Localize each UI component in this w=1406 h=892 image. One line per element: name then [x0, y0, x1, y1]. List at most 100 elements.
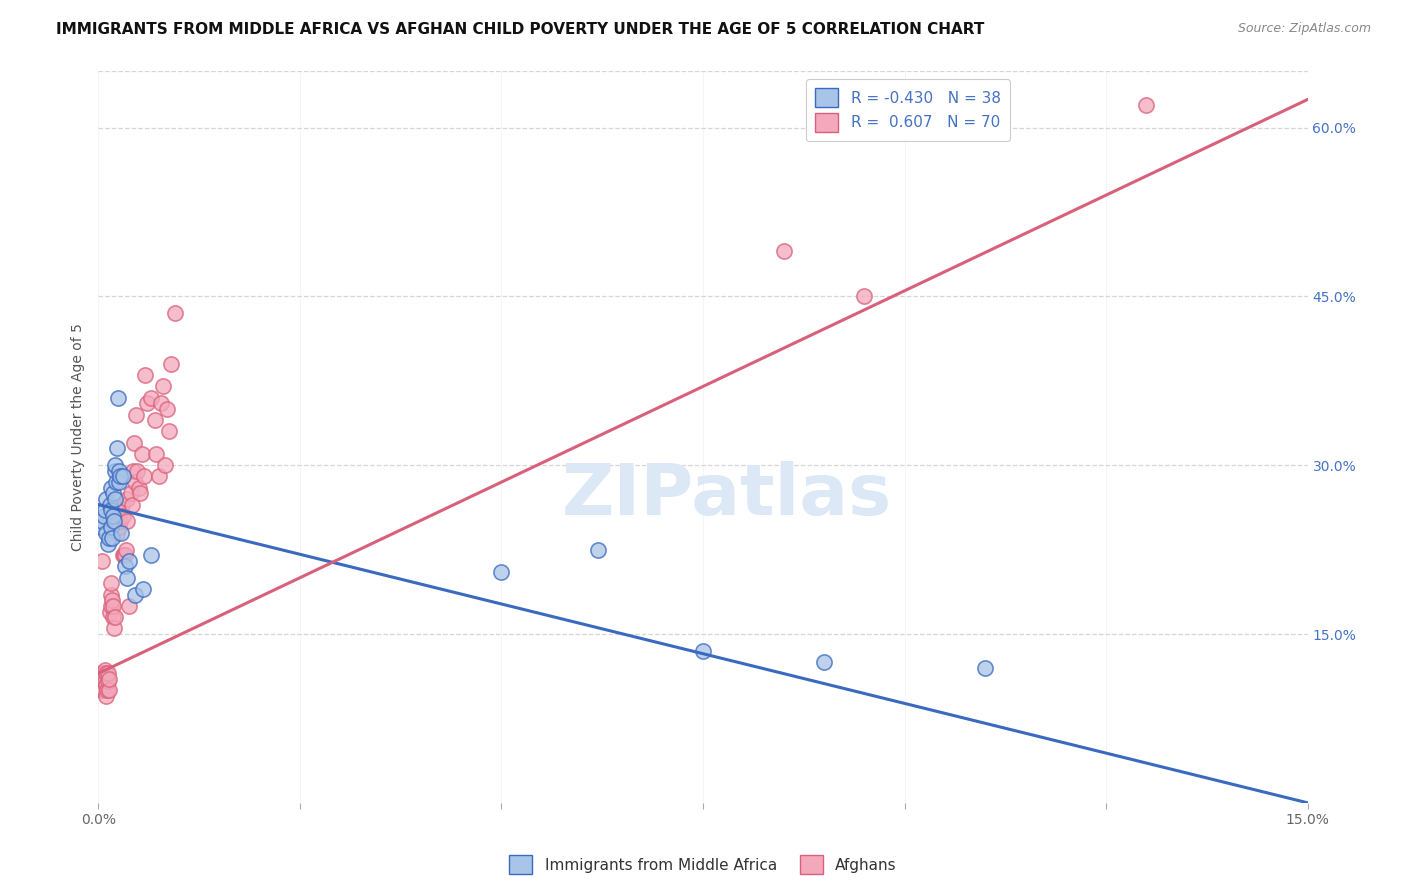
Point: [97, 666, 120, 681]
Point: [114, 542, 136, 557]
Point: [96, 525, 118, 540]
Point: [100, 503, 122, 517]
Point: [101, 599, 124, 613]
Point: [96, 678, 118, 692]
Point: [91, 554, 114, 568]
Point: [101, 508, 124, 523]
Point: [108, 520, 131, 534]
Point: [104, 458, 127, 473]
Point: [101, 486, 124, 500]
Point: [90, 678, 112, 692]
Point: [131, 447, 153, 461]
Point: [107, 391, 129, 405]
Point: [90, 666, 112, 681]
Legend: R = -0.430   N = 38, R =  0.607   N = 70: R = -0.430 N = 38, R = 0.607 N = 70: [806, 79, 1010, 141]
Point: [110, 503, 132, 517]
Point: [100, 520, 122, 534]
Point: [91, 683, 114, 698]
Point: [114, 559, 136, 574]
Point: [115, 571, 138, 585]
Point: [135, 396, 157, 410]
Point: [97, 537, 120, 551]
Point: [153, 458, 176, 473]
Point: [96, 491, 118, 506]
Point: [103, 464, 125, 478]
Point: [98, 498, 121, 512]
Point: [586, 542, 609, 557]
Point: [124, 588, 146, 602]
Point: [93, 683, 115, 698]
Point: [98, 605, 121, 619]
Point: [100, 576, 122, 591]
Point: [103, 515, 125, 529]
Text: IMMIGRANTS FROM MIDDLE AFRICA VS AFGHAN CHILD POVERTY UNDER THE AGE OF 5 CORRELA: IMMIGRANTS FROM MIDDLE AFRICA VS AFGHAN …: [56, 22, 984, 37]
Point: [96, 683, 118, 698]
Point: [150, 396, 173, 410]
Point: [89, 672, 111, 686]
Point: [93, 508, 115, 523]
Point: [105, 525, 128, 540]
Point: [491, 565, 513, 579]
Point: [117, 491, 139, 506]
Point: [94, 663, 117, 677]
Point: [96, 666, 118, 681]
Point: [111, 498, 134, 512]
Point: [122, 435, 145, 450]
Point: [1135, 98, 1157, 112]
Point: [94, 674, 117, 689]
Point: [91, 672, 114, 686]
Point: [127, 464, 149, 478]
Point: [107, 464, 129, 478]
Point: [152, 379, 174, 393]
Point: [853, 289, 876, 303]
Point: [129, 486, 152, 500]
Point: [692, 644, 714, 658]
Point: [813, 655, 835, 669]
Point: [100, 588, 122, 602]
Point: [148, 469, 170, 483]
Point: [100, 599, 122, 613]
Point: [143, 413, 166, 427]
Point: [97, 672, 120, 686]
Point: [111, 469, 134, 483]
Point: [101, 532, 124, 546]
Point: [103, 610, 125, 624]
Point: [112, 548, 135, 562]
Point: [108, 475, 131, 489]
Point: [974, 661, 997, 675]
Point: [132, 582, 155, 596]
Point: [111, 508, 134, 523]
Point: [114, 548, 136, 562]
Point: [139, 548, 162, 562]
Point: [103, 621, 125, 635]
Point: [118, 554, 141, 568]
Point: [91, 515, 114, 529]
Point: [90, 520, 112, 534]
Point: [105, 442, 128, 456]
Point: [101, 610, 124, 624]
Point: [94, 503, 117, 517]
Point: [139, 391, 162, 405]
Point: [107, 515, 129, 529]
Point: [124, 475, 146, 489]
Point: [101, 593, 124, 607]
Point: [120, 486, 142, 500]
Point: [122, 464, 145, 478]
Point: [107, 508, 129, 523]
Point: [100, 481, 122, 495]
Point: [112, 548, 135, 562]
Point: [103, 491, 125, 506]
Point: [156, 401, 179, 416]
Point: [160, 357, 183, 371]
Point: [128, 481, 150, 495]
Point: [105, 475, 128, 489]
Y-axis label: Child Poverty Under the Age of 5: Child Poverty Under the Age of 5: [70, 323, 84, 551]
Point: [97, 674, 120, 689]
Point: [94, 689, 117, 703]
Point: [157, 425, 180, 439]
Point: [132, 469, 155, 483]
Point: [124, 408, 146, 422]
Point: [108, 469, 131, 483]
Point: [108, 515, 131, 529]
Point: [110, 525, 132, 540]
